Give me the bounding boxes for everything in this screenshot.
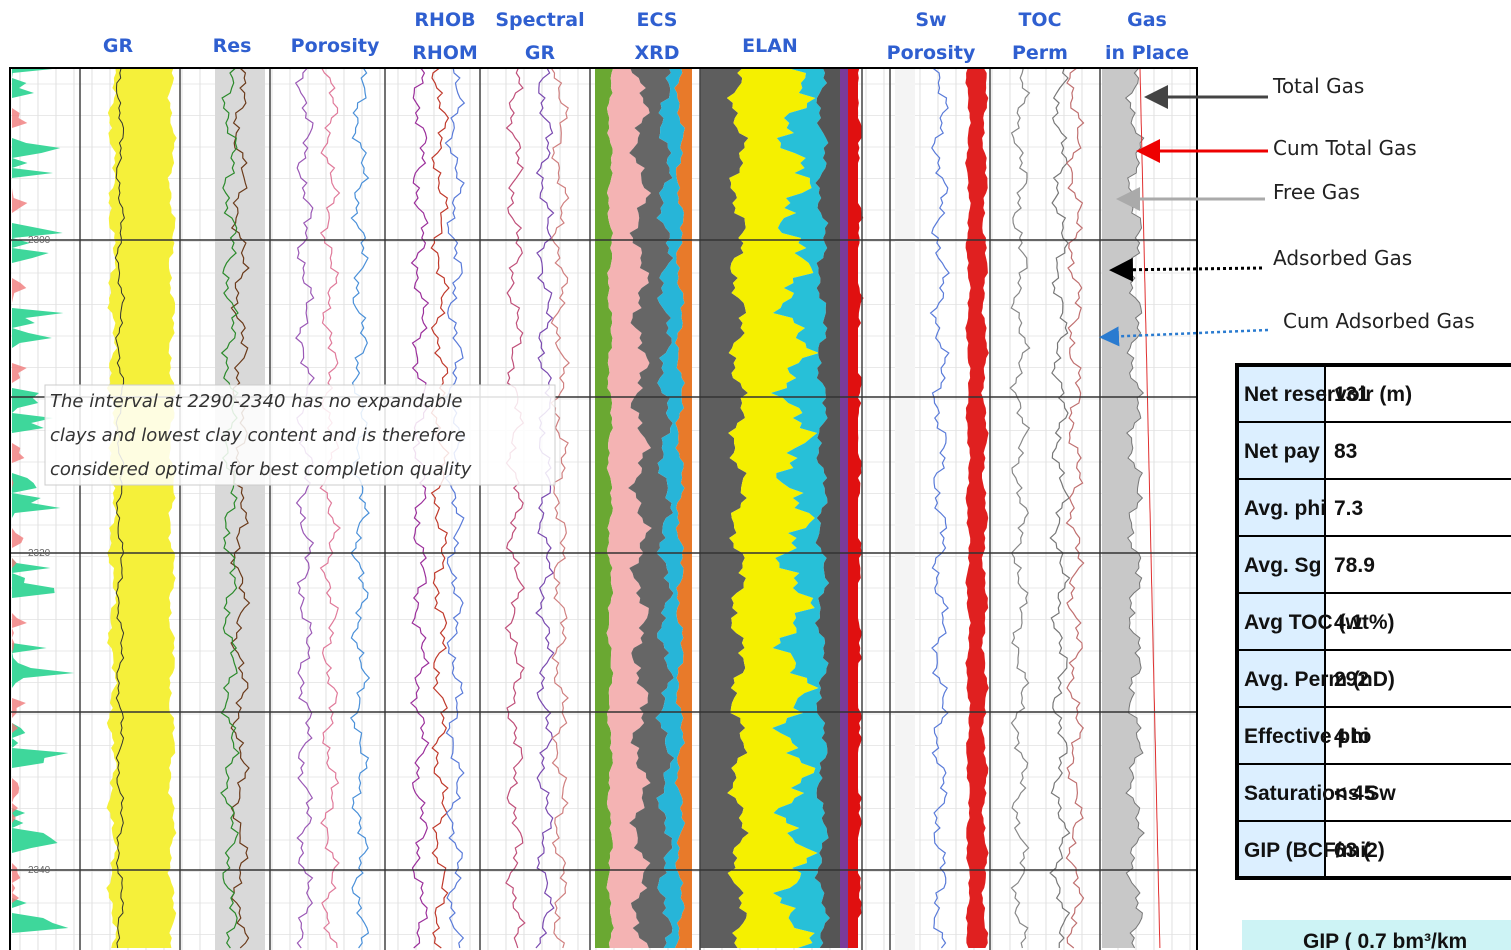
depth-label: 2340 (28, 865, 51, 876)
legend: Total Gas Cum Total Gas Free Gas Adsorbe… (1104, 74, 1475, 337)
track-header: XRD (634, 42, 679, 64)
track-header: Porosity (887, 42, 976, 64)
track-header: ECS (637, 9, 678, 31)
track-header: TOC (1018, 9, 1061, 31)
legend-label: Total Gas (1272, 74, 1364, 98)
log-curve (351, 68, 370, 948)
log-curve (411, 68, 429, 948)
cell-value: 292 (1334, 668, 1369, 691)
annotation-line: considered optimal for best completion q… (50, 459, 472, 480)
track-header: Spectral (495, 9, 584, 31)
cell-label: Avg. Perm (nD) (1244, 668, 1395, 691)
log-curve (931, 68, 950, 948)
track-header: ELAN (742, 35, 798, 57)
log-curve (1010, 68, 1029, 948)
footer: GIP ( 0.7 bm³/km (1303, 930, 1467, 950)
track-header: GR (525, 42, 556, 64)
log-curve (296, 68, 314, 948)
track-header: Perm (1012, 42, 1068, 64)
depth-label: 2300 (28, 235, 51, 246)
log-curve (1050, 68, 1070, 948)
annotation: The interval at 2290-2340 has no expanda… (45, 385, 555, 485)
track-header: Gas (1127, 9, 1167, 31)
arrow (1115, 268, 1262, 270)
summary-table: Net reservoir (m)131 Net pay 83 Avg. phi 7.3… (1237, 365, 1511, 950)
legend-label: Cum Total Gas (1273, 136, 1417, 160)
depth-label: 2320 (28, 548, 51, 559)
page: 2300 2320 2340 GR Res Porosity RHOB RHOM Spectr… (0, 0, 1511, 950)
track-header: RHOB (414, 9, 475, 31)
cell-value: 7.3 (1334, 497, 1363, 520)
track-header: in Place (1105, 42, 1189, 64)
cell-value: 131 (1334, 383, 1369, 406)
cell-value: 4.1 (1334, 611, 1364, 634)
log-curve (1066, 68, 1083, 948)
track-header: RHOM (412, 42, 478, 64)
cell-value: 78.9 (1334, 554, 1375, 577)
track-header: Sw (915, 9, 946, 31)
log-curve (445, 68, 465, 948)
log-fill (106, 68, 176, 948)
log-curve (505, 68, 524, 948)
legend-label: Adsorbed Gas (1273, 246, 1412, 270)
track-header: GR (103, 35, 134, 57)
cell-label: Net reservoir (m) (1244, 383, 1412, 406)
cell-label: Net pay (1244, 440, 1320, 463)
track-headers: GR Res Porosity RHOB RHOM Spectral GR ECS XRD ELA… (103, 9, 1189, 64)
legend-label: Free Gas (1273, 180, 1360, 204)
annotation-line: The interval at 2290-2340 has no expanda… (50, 391, 462, 412)
cell-value: 4 to (1334, 725, 1371, 748)
annotation-line: clays and lowest clay content and is the… (50, 425, 466, 446)
track-header: Porosity (291, 35, 380, 57)
cell-value: < 45 (1334, 782, 1376, 805)
log-tracks: 2300 2320 2340 (10, 68, 1197, 950)
cell-value: 83 (1334, 440, 1357, 463)
log-curve (536, 68, 554, 948)
log-fill (12, 68, 74, 948)
shade (895, 68, 915, 950)
log-fill (965, 68, 989, 948)
cell-value: 63 ( (1334, 839, 1370, 862)
cell-label: Avg TOC (wt%) (1244, 611, 1395, 634)
log-fill (840, 68, 848, 948)
track-header: Res (213, 35, 252, 57)
cell-label: Avg. Sg (1244, 554, 1321, 577)
cell-label: Avg. phi (1244, 497, 1326, 520)
legend-label: Cum Adsorbed Gas (1283, 309, 1475, 333)
shade (215, 68, 265, 950)
log-curve (320, 68, 340, 948)
